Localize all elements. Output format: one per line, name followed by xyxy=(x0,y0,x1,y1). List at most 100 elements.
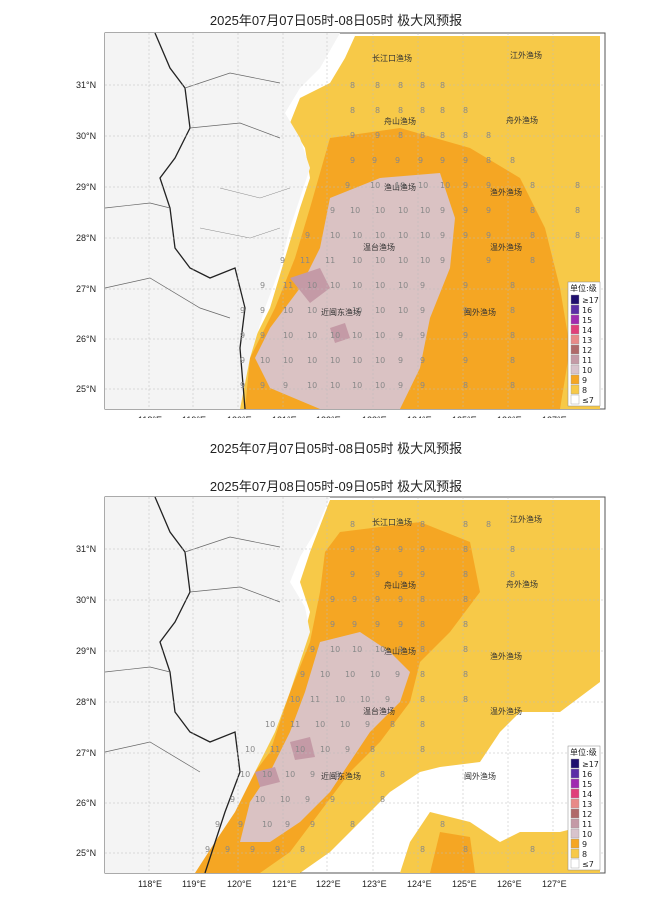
svg-text:8: 8 xyxy=(440,106,445,115)
legend-swatch xyxy=(570,324,580,335)
svg-text:10: 10 xyxy=(370,670,380,679)
svg-text:8: 8 xyxy=(510,356,515,365)
label-yushan: 渔山渔场 xyxy=(384,182,416,192)
svg-text:11: 11 xyxy=(283,281,293,290)
svg-text:9: 9 xyxy=(463,231,468,240)
svg-text:8: 8 xyxy=(530,181,535,190)
svg-text:30°N: 30°N xyxy=(76,131,96,141)
label-changjiangkou-2: 长江口渔场 xyxy=(372,517,412,527)
svg-text:125°E: 125°E xyxy=(452,415,477,418)
svg-text:8: 8 xyxy=(440,81,445,90)
svg-text:28°N: 28°N xyxy=(76,233,96,243)
svg-text:8: 8 xyxy=(486,156,491,165)
legend-label: ≥17 xyxy=(582,296,599,305)
svg-text:10: 10 xyxy=(375,206,385,215)
legend-label: 15 xyxy=(582,780,592,789)
svg-text:10: 10 xyxy=(255,795,265,804)
svg-text:10: 10 xyxy=(345,670,355,679)
svg-text:10: 10 xyxy=(398,206,408,215)
svg-text:9: 9 xyxy=(345,181,350,190)
svg-text:8: 8 xyxy=(510,545,515,554)
svg-text:9: 9 xyxy=(350,570,355,579)
svg-text:10: 10 xyxy=(352,331,362,340)
svg-text:9: 9 xyxy=(240,331,245,340)
svg-text:28°N: 28°N xyxy=(76,697,96,707)
svg-text:9: 9 xyxy=(440,156,445,165)
legend-label: 14 xyxy=(582,790,592,799)
legend-label: 11 xyxy=(582,356,592,365)
svg-text:10: 10 xyxy=(320,670,330,679)
label-mindong: 近闽东渔场 xyxy=(321,307,361,317)
svg-text:9: 9 xyxy=(486,256,491,265)
svg-text:120°E: 120°E xyxy=(227,415,252,418)
svg-text:9: 9 xyxy=(420,306,425,315)
svg-text:9: 9 xyxy=(375,595,380,604)
svg-text:9: 9 xyxy=(375,545,380,554)
legend-label: ≤7 xyxy=(582,860,594,869)
svg-text:单位:级: 单位:级 xyxy=(570,283,597,293)
svg-text:8: 8 xyxy=(420,106,425,115)
legend-label: ≥17 xyxy=(582,760,599,769)
svg-text:8: 8 xyxy=(420,670,425,679)
panel1-title: 2025年07月07日05时-08日05时 极大风预报 xyxy=(209,13,463,28)
svg-text:10: 10 xyxy=(440,181,450,190)
svg-text:10: 10 xyxy=(340,720,350,729)
svg-text:29°N: 29°N xyxy=(76,646,96,656)
svg-text:27°N: 27°N xyxy=(76,284,96,294)
svg-text:9: 9 xyxy=(350,545,355,554)
svg-text:9: 9 xyxy=(486,206,491,215)
svg-text:9: 9 xyxy=(310,820,315,829)
svg-text:10: 10 xyxy=(330,231,340,240)
svg-text:8: 8 xyxy=(420,720,425,729)
svg-text:9: 9 xyxy=(420,570,425,579)
svg-text:8: 8 xyxy=(420,745,425,754)
svg-text:122°E: 122°E xyxy=(316,415,341,418)
label-yuwai-2: 渔外渔场 xyxy=(490,651,522,661)
svg-text:120°E: 120°E xyxy=(227,879,252,889)
svg-text:11: 11 xyxy=(310,695,320,704)
svg-text:8: 8 xyxy=(375,106,380,115)
svg-text:10: 10 xyxy=(335,695,345,704)
svg-text:127°E: 127°E xyxy=(542,415,567,418)
svg-text:9: 9 xyxy=(420,381,425,390)
svg-text:10: 10 xyxy=(280,795,290,804)
legend-label: ≤7 xyxy=(582,396,594,405)
svg-text:9: 9 xyxy=(305,231,310,240)
svg-text:8: 8 xyxy=(463,695,468,704)
legend-swatch xyxy=(570,798,580,809)
svg-text:9: 9 xyxy=(240,381,245,390)
svg-text:9: 9 xyxy=(283,381,288,390)
svg-text:121°E: 121°E xyxy=(272,879,297,889)
label-minwai-2: 闽外渔场 xyxy=(464,771,496,781)
svg-text:9: 9 xyxy=(280,256,285,265)
svg-text:10: 10 xyxy=(307,356,317,365)
svg-text:126°E: 126°E xyxy=(497,879,522,889)
svg-text:8: 8 xyxy=(510,306,515,315)
label-jiangwai: 江外渔场 xyxy=(510,50,542,60)
svg-text:29°N: 29°N xyxy=(76,182,96,192)
svg-text:9: 9 xyxy=(463,181,468,190)
svg-text:10: 10 xyxy=(330,381,340,390)
label-wentai: 温台渔场 xyxy=(363,242,395,252)
label-wentai-2: 温台渔场 xyxy=(363,706,395,716)
svg-text:9: 9 xyxy=(365,720,370,729)
svg-text:9: 9 xyxy=(440,256,445,265)
svg-text:10: 10 xyxy=(375,381,385,390)
svg-text:9: 9 xyxy=(375,620,380,629)
legend-label: 12 xyxy=(582,346,592,355)
svg-text:10: 10 xyxy=(330,281,340,290)
legend-label: 10 xyxy=(582,830,592,839)
svg-text:9: 9 xyxy=(330,795,335,804)
svg-text:11: 11 xyxy=(270,745,280,754)
svg-text:8: 8 xyxy=(390,720,395,729)
svg-text:25°N: 25°N xyxy=(76,384,96,394)
svg-text:9: 9 xyxy=(440,231,445,240)
svg-text:25°N: 25°N xyxy=(76,848,96,858)
svg-text:9: 9 xyxy=(310,770,315,779)
svg-text:122°E: 122°E xyxy=(316,879,341,889)
svg-text:26°N: 26°N xyxy=(76,798,96,808)
svg-text:9: 9 xyxy=(463,331,468,340)
legend-swatch xyxy=(570,818,580,829)
svg-text:8: 8 xyxy=(463,670,468,679)
